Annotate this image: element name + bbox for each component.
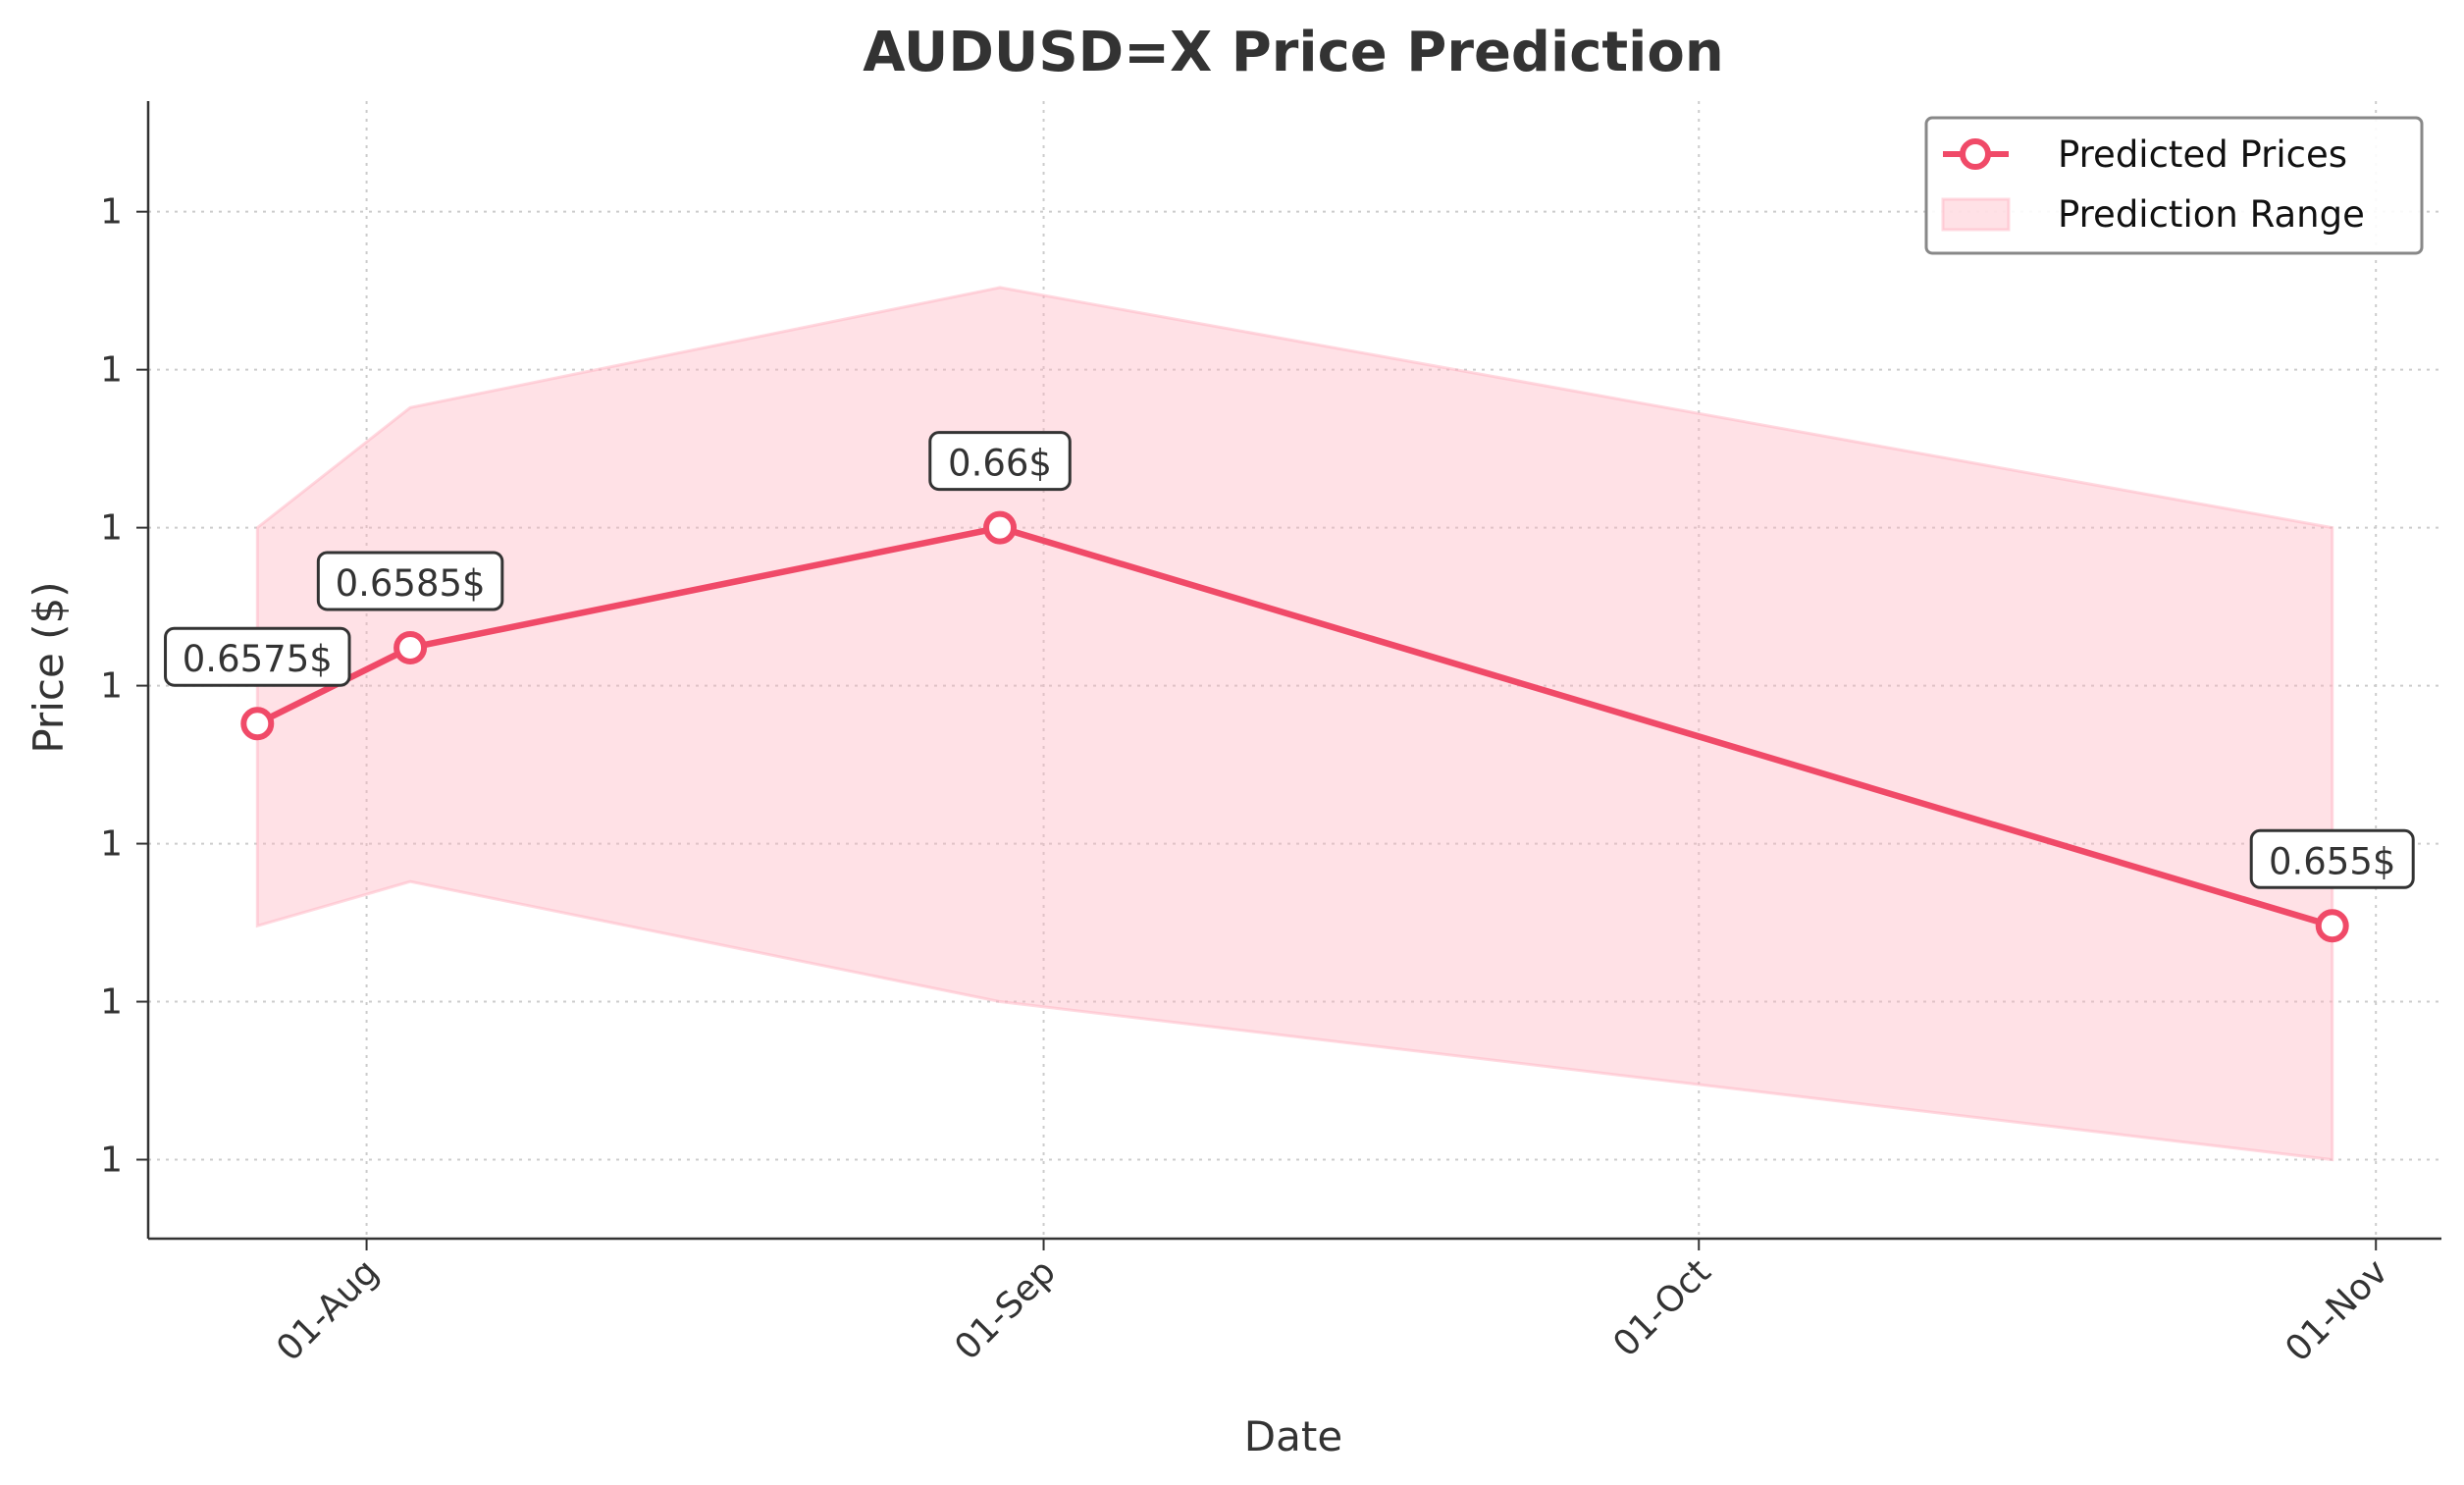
y-tick-label: 1 — [100, 982, 123, 1023]
predicted-price-marker — [240, 707, 275, 741]
annotation-box — [2249, 828, 2415, 889]
annotation-box — [164, 626, 351, 687]
annotations: 0.6575$0.6585$ 0.66$ 0.655$ — [164, 431, 2415, 889]
annotation-text: 0.6585$ — [336, 562, 486, 605]
annotation-text: 0.655$ — [2269, 840, 2395, 882]
prediction-range-area — [255, 286, 2334, 1162]
predicted-price-marker — [983, 510, 1018, 545]
axes — [136, 101, 2441, 1250]
legend: Predicted Prices Prediction Range — [1924, 116, 2424, 255]
legend-predicted-prices-label: Predicted Prices — [2058, 133, 2347, 176]
predicted-price-marker — [393, 630, 428, 664]
y-axis-label: Price ($) — [25, 581, 73, 753]
price-annotation: 0.66$ — [928, 431, 1072, 492]
price-annotation: 0.655$ — [2249, 828, 2415, 889]
y-tick-label: 1 — [100, 350, 123, 391]
annotation-text: 0.6575$ — [183, 638, 333, 680]
annotation-box — [928, 431, 1072, 492]
annotation-text: 0.66$ — [948, 443, 1052, 485]
y-tick-label: 1 — [100, 192, 123, 233]
legend-frame — [1924, 116, 2424, 255]
annotation-box — [316, 551, 504, 611]
y-tick-label: 1 — [100, 508, 123, 549]
x-axis-label: Date — [1244, 1412, 1342, 1460]
legend-prediction-range-swatch-icon — [1941, 197, 2011, 232]
legend-prediction-range-label: Prediction Range — [2058, 193, 2365, 236]
grid — [148, 101, 2441, 1239]
price-annotation: 0.6575$ — [164, 626, 351, 687]
y-tick-label: 1 — [100, 824, 123, 865]
legend-predicted-prices-marker-icon — [1960, 138, 1991, 170]
predicted-price-marker — [2315, 909, 2349, 943]
y-tick-label: 1 — [100, 666, 123, 707]
prediction-range-band — [255, 286, 2334, 1162]
price-annotation: 0.6585$ — [316, 551, 504, 611]
y-tick-label: 1 — [100, 1140, 123, 1181]
chart-title: AUDUSD=X Price Prediction — [863, 21, 1723, 84]
